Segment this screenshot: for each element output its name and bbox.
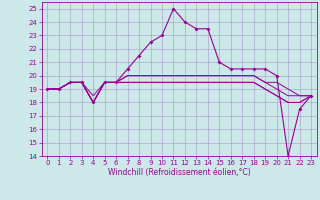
X-axis label: Windchill (Refroidissement éolien,°C): Windchill (Refroidissement éolien,°C) — [108, 168, 251, 177]
